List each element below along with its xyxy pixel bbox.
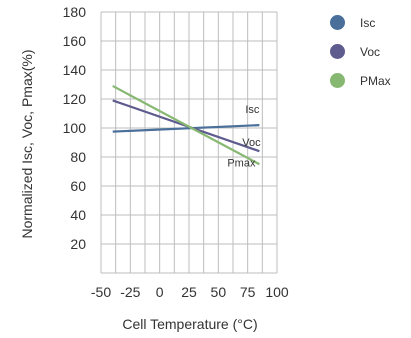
series-label: Isc (245, 104, 260, 116)
grid (100, 11, 278, 274)
y-tick-label: 140 (63, 62, 87, 78)
legend-item-isc[interactable]: Isc (330, 8, 391, 37)
y-axis-title: Normalized Isc, Voc, Pmax(%) (19, 49, 35, 238)
y-tick-label: 120 (63, 91, 87, 107)
series-labels: Isc Voc Pmax (227, 104, 261, 169)
legend-item-voc[interactable]: Voc (330, 37, 391, 66)
legend: Isc Voc PMax (330, 8, 391, 95)
x-tick-labels: -50 -25 0 25 50 75 100 (91, 284, 289, 300)
x-tick-label: -50 (91, 284, 111, 300)
series-label: Voc (242, 137, 261, 149)
x-tick-label: 50 (211, 284, 227, 300)
series-line-isc (112, 124, 260, 133)
x-tick-label: -25 (120, 284, 140, 300)
legend-marker (330, 44, 345, 59)
x-tick-label: 0 (156, 284, 164, 300)
legend-label: Isc (360, 15, 376, 30)
y-tick-label: 60 (70, 178, 86, 194)
legend-label: Voc (360, 44, 381, 59)
legend-item-pmax[interactable]: PMax (330, 66, 391, 95)
y-tick-label: 40 (70, 207, 86, 223)
y-tick-label: 180 (63, 4, 87, 20)
y-tick-label: 20 (70, 236, 86, 252)
y-tick-label: 80 (70, 149, 86, 165)
series-label: Pmax (227, 157, 256, 169)
series-lines (112, 84, 260, 166)
y-tick-label: 160 (63, 33, 87, 49)
y-tick-labels: 20 40 60 80 100 120 140 160 180 (63, 4, 87, 252)
y-tick-label: 100 (63, 120, 87, 136)
x-tick-label: 75 (240, 284, 256, 300)
x-tick-label: 100 (265, 284, 289, 300)
x-tick-label: 25 (181, 284, 197, 300)
legend-label: PMax (360, 73, 391, 88)
x-axis-title: Cell Temperature (°C) (122, 316, 257, 332)
series-line-pmax (112, 84, 260, 166)
legend-marker (330, 73, 345, 88)
legend-marker (330, 15, 345, 30)
